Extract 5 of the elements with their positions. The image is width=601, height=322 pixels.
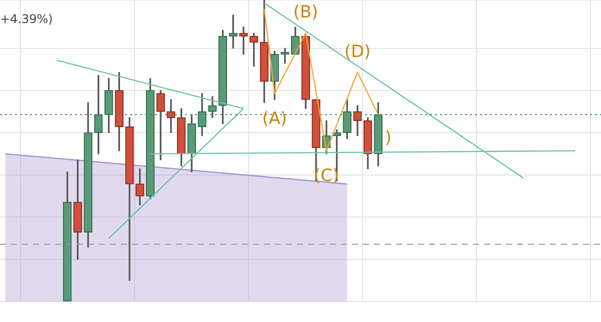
annotation: (B) [293, 2, 318, 23]
annotation: (D) [344, 42, 371, 62]
text: +4.39%) [0, 12, 53, 26]
annotation: (A) [262, 108, 288, 129]
annotation: ) [384, 128, 392, 148]
